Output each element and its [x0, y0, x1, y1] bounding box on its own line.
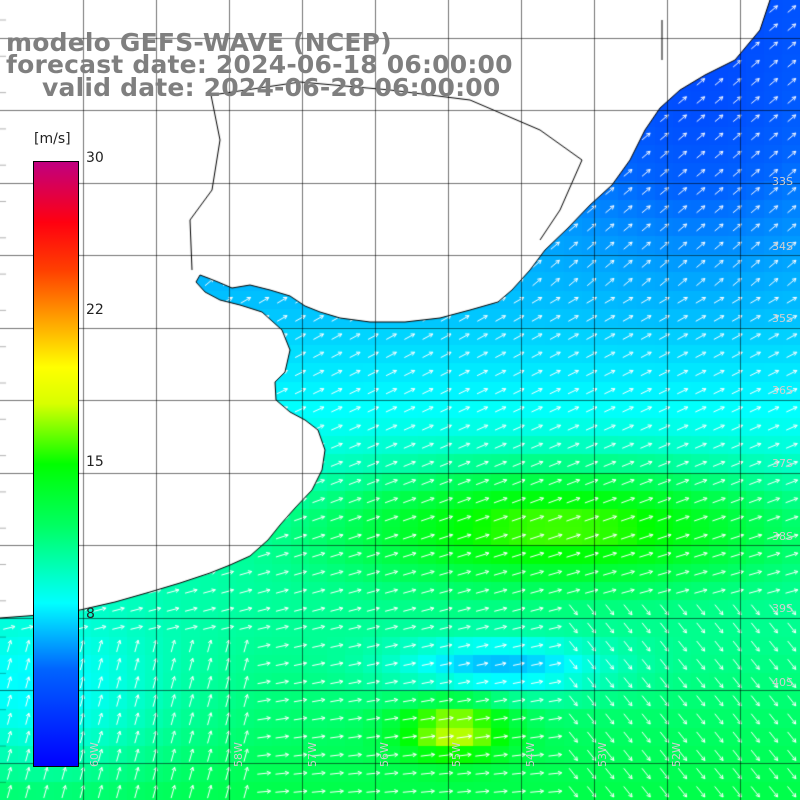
lon-label-58w: 58W	[231, 742, 245, 767]
title-valid-date: valid date: 2024-06-28 06:00:00	[42, 73, 501, 102]
lat-label-33s: 33S	[772, 175, 793, 188]
lat-label-38s: 38S	[772, 530, 793, 543]
lat-label-37s: 37S	[772, 457, 793, 470]
title-model: modelo GEFS-WAVE (NCEP)	[6, 28, 392, 57]
lat-label-34s: 34S	[772, 240, 793, 253]
lon-label-55w: 55W	[449, 742, 463, 767]
colorbar-tick-30: 30	[86, 150, 104, 166]
lon-label-53w: 53W	[595, 742, 609, 767]
colorbar-unit: [m/s]	[34, 131, 71, 147]
lat-label-36s: 36S	[772, 384, 793, 397]
lat-label-35s: 35S	[772, 312, 793, 325]
colorbar-tick-15: 15	[86, 454, 104, 470]
lat-label-39s: 39S	[772, 602, 793, 615]
colorbar-tick-8: 8	[86, 606, 95, 622]
lon-label-60w: 60W	[87, 742, 101, 767]
lon-label-56w: 56W	[377, 742, 391, 767]
colorbar-tick-22: 22	[86, 302, 104, 318]
lat-label-40s: 40S	[772, 676, 793, 689]
lon-label-52w: 52W	[669, 742, 683, 767]
lon-label-54w: 54W	[523, 742, 537, 767]
colorbar	[33, 161, 79, 767]
title-forecast-date: forecast date: 2024-06-18 06:00:00	[6, 50, 513, 79]
lon-label-57w: 57W	[305, 742, 319, 767]
